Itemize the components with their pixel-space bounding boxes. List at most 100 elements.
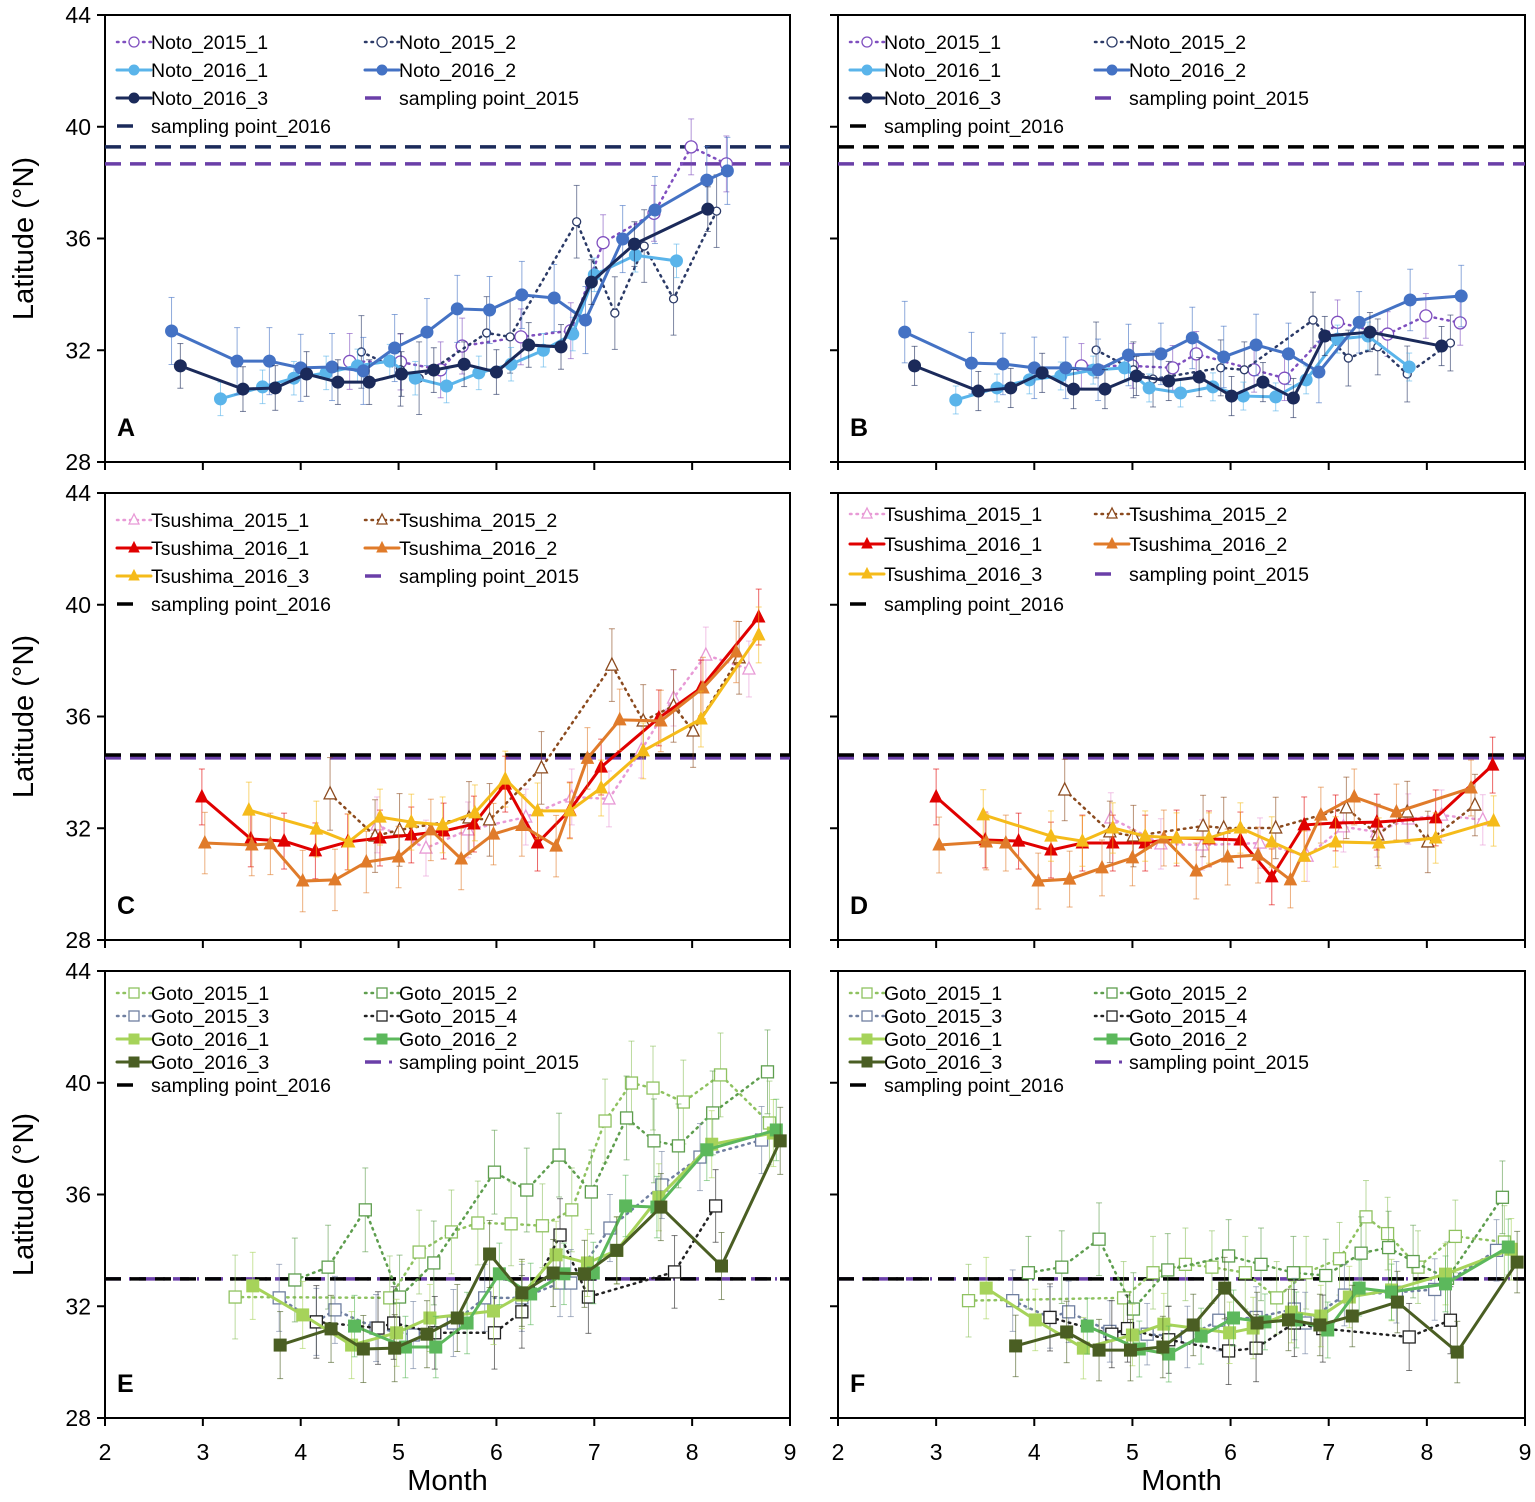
legend-label: Goto_2016_3 [151,1052,269,1074]
legend-item: Noto_2015_1 [115,32,268,54]
data-point [1142,381,1156,395]
data-point [1202,829,1216,844]
series-Noto_2016_3 [173,186,715,412]
legend-marker [861,64,873,76]
data-point [1075,832,1090,847]
data-point [694,710,708,725]
data-point [246,1279,260,1293]
data-point [1308,315,1318,325]
legend-item: Noto_2016_2 [363,60,516,82]
y-axis-label: Latitude (°N) [8,1113,40,1276]
data-point [1092,1232,1106,1246]
data-point [971,384,985,398]
data-point [392,1290,407,1304]
data-point [1453,316,1467,330]
data-point [1249,1341,1263,1355]
data-point [300,367,314,381]
legend-label: Noto_2016_3 [151,88,268,110]
legend-item: Goto_2015_2 [1093,983,1247,1005]
legend-label: Tsushima_2016_1 [151,538,309,560]
legend-label: Tsushima_2015_1 [151,510,309,532]
legend-label: Goto_2016_1 [884,1029,1002,1051]
data-point [1510,1255,1524,1269]
data-point [228,1290,242,1304]
legend-item: Goto_2015_4 [1093,1006,1247,1028]
legend-marker [1106,36,1118,48]
data-point [505,332,515,342]
panel-letter: B [850,414,868,442]
data-point [391,848,406,863]
legend: Noto_2015_1 Noto_2015_2 Noto_2016_1 Noto_20… [848,32,1309,138]
legend-item: Tsushima_2015_2 [1093,504,1287,526]
data-point [554,340,568,354]
data-point [341,833,356,848]
data-point [1122,348,1136,362]
data-point [1312,365,1326,379]
y-tick-label: 36 [65,226,91,252]
data-point [619,1199,633,1213]
panel-letter: D [850,892,868,920]
legend-marker [128,1010,140,1022]
series-Goto_2016_3 [273,1106,787,1384]
legend-marker [1105,506,1119,519]
data-point [1252,834,1268,849]
data-point [1339,799,1354,814]
data-point [471,1216,485,1230]
legend-item: Tsushima_2016_3 [115,566,309,588]
data-point [530,802,545,817]
legend-marker [128,987,140,999]
y-tick-label: 44 [65,480,91,506]
data-point [671,1139,686,1153]
data-point [713,1068,728,1082]
legend-label: Goto_2015_4 [399,1006,517,1028]
series-Goto_2016_2 [348,1098,783,1379]
series-line [375,653,751,850]
series-line [315,1204,717,1335]
data-point [427,1256,441,1270]
legend-item: Tsushima_2016_2 [363,538,557,560]
data-point [1313,1318,1327,1332]
series-line [328,656,741,838]
data-point [1486,812,1501,827]
x-tick-label: 5 [392,1439,405,1465]
data-point [720,164,734,178]
series-Noto_2016_2 [165,136,734,405]
y-tick-label: 28 [65,927,91,953]
legend-label: Goto_2015_2 [1129,983,1247,1005]
legend-label: sampling point_2016 [151,1075,331,1097]
plot-frame [837,492,1526,941]
data-point [760,1065,775,1079]
data-point [1161,1263,1175,1277]
data-point [1189,862,1204,877]
data-point [715,1259,728,1273]
legend-label: Tsushima_2015_1 [884,504,1042,526]
series-line [937,786,1473,883]
series-line [1094,318,1452,381]
data-point [1249,338,1263,352]
data-point [1011,832,1026,847]
data-point [444,1225,459,1239]
data-point [515,817,529,831]
legend-marker [861,566,873,579]
y-tick-label: 36 [65,1182,91,1208]
data-point [1098,382,1112,396]
data-point [1004,381,1018,395]
data-point [1169,829,1184,844]
legend-marker [861,92,873,104]
legend-item: sampling point_2016 [850,116,1064,138]
legend-marker [861,1033,873,1045]
data-point [1403,293,1417,307]
data-point [1105,819,1120,834]
data-point [612,711,627,726]
data-point [701,202,715,216]
data-point [1061,1305,1076,1319]
data-point [487,1326,502,1340]
data-point [1044,827,1058,842]
legend-item: Goto_2015_1 [115,983,269,1005]
data-point [504,1217,518,1231]
data-point [686,722,701,737]
data-point [487,1165,502,1179]
data-point [1217,350,1231,364]
data-point [230,354,244,368]
